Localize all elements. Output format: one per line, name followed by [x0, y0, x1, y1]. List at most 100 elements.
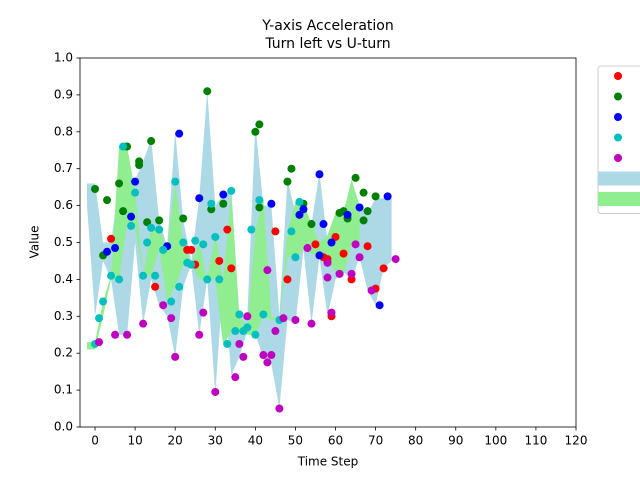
scatter-point — [379, 264, 388, 273]
y-tick-label: 0.7 — [54, 161, 73, 175]
scatter-point — [195, 330, 204, 339]
y-tick-label: 0.4 — [54, 272, 73, 286]
scatter-point — [199, 240, 208, 249]
scatter-point — [119, 142, 128, 151]
scatter-point — [159, 301, 168, 310]
scatter-point — [283, 177, 292, 186]
scatter-point — [151, 271, 160, 280]
scatter-point — [107, 234, 116, 243]
chart-title: Y-axis Acceleration — [261, 18, 393, 34]
scatter-point — [139, 271, 148, 280]
scatter-point — [195, 194, 204, 203]
x-tick-label: 120 — [565, 434, 588, 448]
scatter-point — [383, 192, 392, 201]
scatter-point — [367, 286, 376, 295]
x-tick-label: 100 — [484, 434, 507, 448]
x-tick-label: 10 — [127, 434, 142, 448]
scatter-point — [355, 203, 364, 212]
scatter-point — [131, 177, 140, 186]
scatter-point — [295, 210, 304, 219]
scatter-point — [351, 240, 360, 249]
scatter-point — [231, 373, 240, 382]
scatter-point — [315, 251, 324, 260]
legend-patch — [598, 192, 640, 206]
y-tick-label: 0.6 — [54, 198, 73, 212]
scatter-point — [207, 199, 216, 208]
x-tick-label: 70 — [368, 434, 383, 448]
scatter-point — [175, 282, 184, 291]
scatter-point — [219, 190, 228, 199]
legend — [597, 65, 640, 214]
scatter-point — [271, 327, 280, 336]
scatter-point — [307, 319, 316, 328]
scatter-point — [179, 238, 188, 247]
plot-area: 0 10 20 30 40 50 60 70 80 90 100 110 120 0.0 0.1 0.2 0.3… — [54, 51, 588, 448]
scatter-point — [251, 127, 260, 136]
scatter-point — [371, 192, 380, 201]
scatter-point — [187, 260, 196, 269]
y-tick-label: 0.2 — [54, 346, 73, 360]
scatter-point — [255, 196, 264, 205]
chart-subtitle: Turn left vs U-turn — [264, 36, 390, 52]
x-tick-label: 40 — [248, 434, 263, 448]
y-tick-label: 0.0 — [54, 420, 73, 434]
scatter-point — [171, 177, 180, 186]
scatter-point — [111, 330, 120, 339]
scatter-point — [315, 170, 324, 179]
scatter-point — [139, 319, 148, 328]
y-tick-label: 0.8 — [54, 124, 73, 138]
scatter-point — [319, 220, 328, 229]
legend-marker — [614, 154, 622, 162]
scatter-point — [259, 351, 268, 360]
scatter-point — [127, 221, 136, 230]
scatter-point — [391, 255, 400, 264]
scatter-point — [151, 282, 160, 291]
scatter-point — [351, 173, 360, 182]
x-tick-label: 30 — [208, 434, 223, 448]
scatter-point — [235, 339, 244, 348]
legend-marker — [614, 72, 622, 80]
scatter-point — [299, 205, 308, 214]
scatter-point — [203, 87, 212, 96]
scatter-point — [91, 184, 100, 193]
scatter-point — [363, 207, 372, 216]
scatter-point — [239, 352, 248, 361]
scatter-point — [99, 297, 108, 306]
scatter-point — [191, 236, 200, 245]
scatter-point — [95, 338, 104, 347]
scatter-point — [119, 207, 128, 216]
scatter-point — [327, 308, 336, 317]
scatter-point — [287, 164, 296, 173]
scatter-point — [167, 314, 176, 323]
scatter-point — [311, 240, 320, 249]
scatter-point — [227, 264, 236, 273]
scatter-point — [271, 227, 280, 236]
legend-patch — [598, 171, 640, 186]
scatter-point — [291, 253, 300, 262]
scatter-point — [303, 244, 312, 253]
scatter-point — [211, 387, 220, 396]
scatter-point — [187, 245, 196, 254]
legend-marker — [614, 133, 622, 142]
scatter-point — [155, 216, 164, 225]
scatter-point — [267, 199, 276, 208]
scatter-point — [243, 312, 252, 321]
scatter-point — [255, 203, 264, 212]
scatter-point — [127, 212, 136, 221]
scatter-point — [263, 358, 272, 367]
scatter-point — [199, 308, 208, 317]
y-tick-label: 0.9 — [54, 87, 73, 101]
scatter-point — [203, 275, 212, 284]
scatter-point — [235, 310, 244, 319]
scatter-point — [347, 269, 356, 278]
scatter-point — [375, 301, 384, 310]
scatter-point — [295, 197, 304, 206]
scatter-point — [95, 314, 104, 323]
scatter-point — [363, 242, 372, 251]
scatter-point — [143, 238, 152, 247]
x-tick-label: 20 — [168, 434, 183, 448]
scatter-point — [283, 275, 292, 284]
scatter-point — [359, 216, 368, 225]
